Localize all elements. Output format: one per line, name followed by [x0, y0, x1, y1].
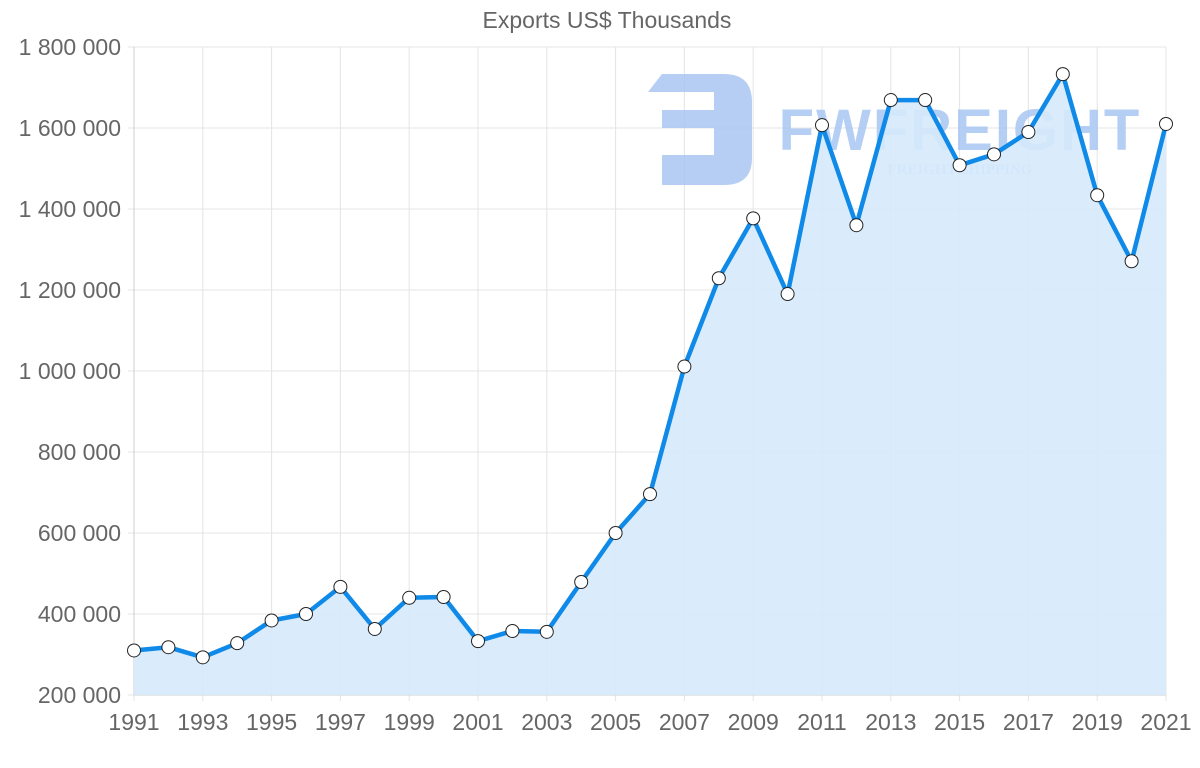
data-point-2000[interactable]: [436, 589, 451, 604]
data-point-2018[interactable]: [1055, 67, 1070, 82]
data-point-2005[interactable]: [608, 526, 623, 540]
area-fill: [134, 74, 1166, 696]
y-tick-label: 1 600 000: [19, 115, 121, 141]
x-tick-label: 2009: [728, 709, 779, 735]
chart-title: Exports US$ Thousands: [482, 7, 732, 33]
data-point-2013[interactable]: [883, 93, 898, 108]
data-point-1996[interactable]: [299, 607, 313, 621]
y-tick-label: 1 200 000: [19, 277, 121, 303]
data-point-2021[interactable]: [1159, 116, 1173, 131]
x-tick-label: 1999: [384, 709, 435, 735]
data-point-1997[interactable]: [333, 579, 348, 594]
x-axis-labels: 1991 1993 1995 1997 1999 2001 2003 2005 2007 2009…: [108, 709, 1191, 735]
data-point-2002[interactable]: [505, 624, 520, 639]
data-points: [127, 67, 1173, 665]
data-point-1993[interactable]: [195, 650, 210, 665]
x-tick-label: 2015: [934, 709, 985, 735]
y-tick-label: 1 800 000: [19, 34, 121, 60]
x-tick-label: 2019: [1072, 709, 1123, 735]
data-point-2008[interactable]: [711, 271, 726, 286]
data-point-1994[interactable]: [230, 636, 245, 651]
data-point-1992[interactable]: [161, 640, 176, 655]
x-tick-label: 2007: [659, 709, 710, 735]
data-point-1998[interactable]: [367, 621, 382, 636]
y-tick-label: 1 400 000: [19, 196, 121, 222]
x-tick-label: 1995: [246, 709, 297, 735]
y-tick-label: 800 000: [38, 439, 121, 465]
y-tick-label: 1 000 000: [19, 358, 121, 384]
x-tick-label: 2005: [590, 709, 641, 735]
x-tick-label: 1997: [315, 709, 366, 735]
data-point-2014[interactable]: [918, 93, 933, 108]
data-point-2012[interactable]: [849, 218, 864, 233]
y-tick-label: 400 000: [38, 601, 121, 627]
x-tick-label: 2013: [865, 709, 916, 735]
x-tick-label: 2021: [1140, 709, 1191, 735]
y-axis-labels: 200 000 400 000 600 000 800 000 1 000 000 1 2…: [19, 34, 121, 708]
x-tick-label: 1993: [177, 709, 228, 735]
data-point-2019[interactable]: [1090, 188, 1105, 203]
y-tick-label: 200 000: [38, 682, 121, 708]
x-tick-label: 2001: [452, 709, 503, 735]
data-point-1991[interactable]: [127, 643, 141, 658]
x-tick-label: 2017: [1003, 709, 1054, 735]
data-point-2004[interactable]: [574, 575, 589, 590]
x-tick-label: 1991: [108, 709, 159, 735]
data-point-2003[interactable]: [539, 624, 554, 639]
data-point-2009[interactable]: [746, 211, 761, 226]
data-point-2007[interactable]: [677, 359, 692, 374]
data-point-2015[interactable]: [952, 158, 967, 173]
data-point-2001[interactable]: [471, 634, 485, 649]
data-point-2010[interactable]: [780, 287, 795, 302]
x-tick-label: 2003: [521, 709, 572, 735]
fw-logo-icon: [648, 74, 752, 185]
data-point-2020[interactable]: [1124, 254, 1139, 269]
data-point-2017[interactable]: [1021, 125, 1036, 140]
x-tick-label: 2011: [797, 709, 846, 735]
data-point-2006[interactable]: [643, 487, 657, 502]
data-point-1995[interactable]: [264, 613, 279, 628]
y-tick-label: 600 000: [38, 520, 121, 546]
data-point-2016[interactable]: [987, 147, 1001, 162]
data-point-2011[interactable]: [815, 118, 829, 133]
data-point-1999[interactable]: [402, 590, 417, 605]
